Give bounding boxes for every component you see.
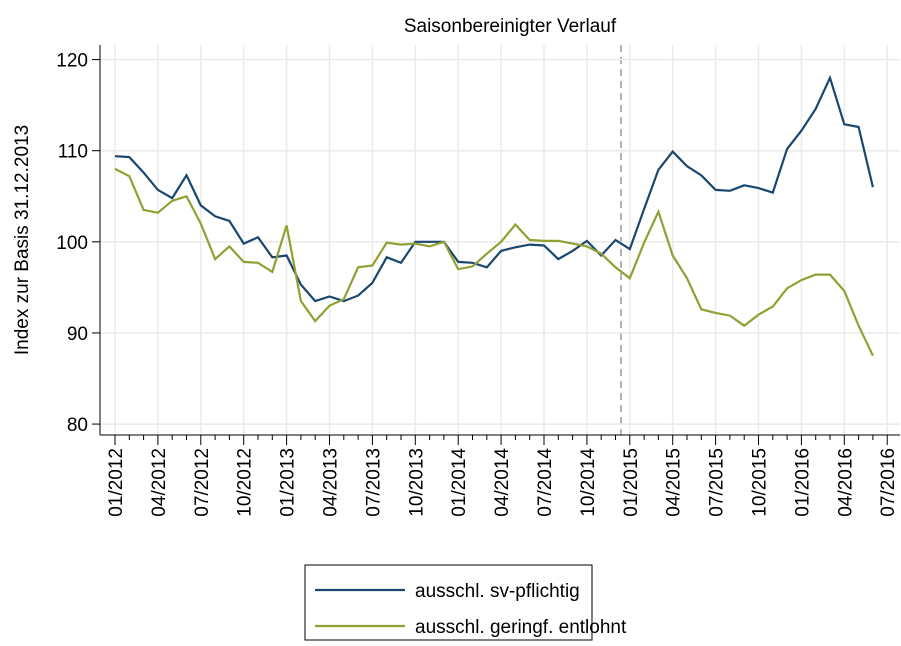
x-tick-label: 01/2014: [449, 448, 470, 517]
y-axis-label: Index zur Basis 31.12.2013: [12, 125, 33, 355]
x-tick-label: 10/2015: [750, 448, 771, 517]
x-tick-label: 01/2013: [278, 448, 299, 517]
x-tick-label: 01/2015: [621, 448, 642, 517]
y-tick-label: 110: [58, 142, 88, 163]
x-tick-label: 07/2012: [192, 448, 213, 517]
x-tick-label: 04/2016: [835, 448, 856, 517]
legend-label: ausschl. geringf. entlohnt: [415, 617, 627, 638]
x-tick-label: 04/2012: [149, 448, 170, 517]
x-tick-label: 10/2012: [235, 448, 256, 517]
legend-label: ausschl. sv-pflichtig: [415, 581, 580, 602]
y-tick-label: 90: [67, 324, 88, 345]
chart-title: Saisonbereinigter Verlauf: [404, 16, 617, 37]
series-line: [114, 74, 874, 303]
x-tick-label: 01/2012: [106, 448, 127, 517]
x-tick-label: 04/2014: [492, 448, 513, 517]
x-tick-label: 10/2014: [578, 448, 599, 517]
series-line: [114, 167, 874, 357]
x-tick-label: 04/2013: [321, 448, 342, 517]
x-tick-label: 07/2013: [363, 448, 384, 517]
x-tick-label: 07/2015: [707, 448, 728, 517]
x-tick-label: 07/2016: [878, 448, 899, 517]
x-tick-label: 10/2013: [406, 448, 427, 517]
y-tick-label: 120: [56, 51, 88, 72]
x-tick-label: 01/2016: [792, 448, 813, 517]
x-tick-label: 04/2015: [664, 448, 685, 517]
y-tick-label: 100: [56, 233, 88, 254]
legend: [304, 564, 593, 641]
y-tick-label: 80: [67, 415, 88, 436]
x-tick-label: 07/2014: [535, 448, 556, 517]
